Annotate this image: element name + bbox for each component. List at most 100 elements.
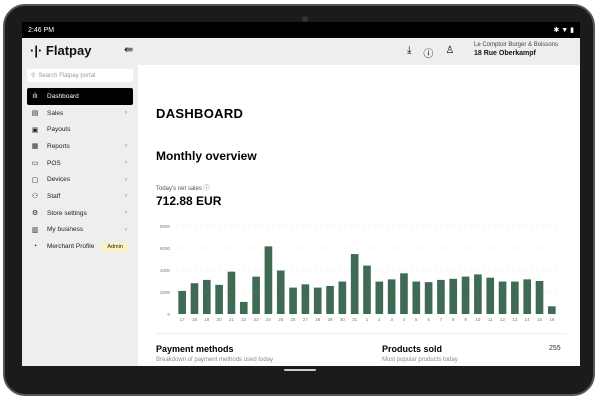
bar (424, 282, 433, 314)
bar (252, 276, 260, 314)
x-tick-label: 7 (440, 317, 443, 322)
x-tick-label: 2 (378, 317, 381, 322)
bar (548, 306, 556, 314)
camera (302, 16, 308, 22)
x-tick-label: 30 (340, 317, 346, 322)
x-tick-label: 6 (427, 317, 430, 322)
sidebar-item-merchant-profile[interactable]: ◔ Merchant Profile Admin (27, 238, 133, 255)
x-tick-label: 27 (303, 317, 309, 322)
bar (313, 287, 322, 314)
bar (474, 274, 482, 314)
screen: 2:46 PM ✱ ▼ ▮ ·|· Flatpay ⇚ ⤓ ⓘ ♙ Le Com… (22, 22, 580, 366)
sidebar-item-label: My business (47, 226, 84, 234)
x-tick-label: 8 (452, 317, 455, 322)
products-sold-count: 255 (549, 345, 561, 352)
bar (437, 279, 445, 314)
bar-chart-icon: ılı (32, 92, 38, 100)
bar (498, 281, 507, 314)
x-tick-label: 12 (500, 317, 506, 322)
bar (461, 276, 470, 314)
net-sales-label: Today's net sales ⓘ (156, 186, 210, 192)
sidebar-item-devices[interactable]: ▢ Devices › (27, 171, 133, 188)
bar (523, 279, 532, 314)
y-tick-label: 2000 (160, 290, 171, 295)
products-sold-heading: Products sold (382, 344, 443, 354)
sidebar-item-reports[interactable]: ▦ Reports › (27, 138, 133, 155)
bar (301, 284, 310, 314)
home-indicator[interactable] (284, 369, 316, 371)
store-name: Le Comptoir Burger & Boissons (474, 42, 559, 48)
sidebar-item-label: Devices (47, 176, 71, 184)
bar (350, 254, 359, 314)
sidebar-item-dashboard[interactable]: ılı Dashboard (27, 88, 133, 105)
cash-icon: ▣ (31, 126, 39, 134)
report-icon: ▦ (31, 143, 39, 151)
bar (178, 290, 186, 314)
bar (276, 270, 285, 314)
sidebar-item-label: Dashboard (47, 92, 79, 100)
store-address: 18 Rue Oberkampf (474, 50, 536, 57)
x-tick-label: 19 (204, 317, 210, 322)
sidebar-item-store-settings[interactable]: ⚙ Store settings › (27, 205, 133, 222)
x-tick-label: 13 (512, 317, 518, 322)
chevron-right-icon: › (125, 143, 127, 150)
x-tick-label: 11 (488, 317, 493, 322)
store-icon: ▥ (31, 226, 39, 234)
bar (412, 281, 421, 314)
sidebar-item-staff[interactable]: ⚇ Staff › (27, 188, 133, 205)
page-title: DASHBOARD (156, 106, 244, 121)
sidebar-item-label: POS (47, 159, 61, 167)
status-icons: ✱ ▼ ▮ (553, 27, 574, 34)
admin-badge: Admin (102, 242, 128, 251)
x-tick-label: 17 (180, 317, 186, 322)
divider (156, 333, 566, 334)
sidebar-item-label: Reports (47, 142, 70, 150)
bar (264, 246, 273, 314)
chevron-right-icon: › (125, 226, 127, 233)
x-tick-label: 18 (192, 317, 198, 322)
receipt-icon: ▤ (31, 110, 39, 118)
user-icon[interactable]: ♙ (445, 45, 455, 56)
monitor-icon: ▭ (31, 160, 39, 168)
y-tick-label: 8000 (160, 224, 171, 229)
payment-methods-heading: Payment methods (156, 344, 234, 354)
bar (202, 279, 211, 314)
app-header: ·|· Flatpay ⇚ ⤓ ⓘ ♙ Le Comptoir Burger &… (22, 38, 580, 65)
x-tick-label: 29 (328, 317, 334, 322)
bar (190, 283, 199, 314)
x-tick-label: 21 (229, 317, 235, 322)
logo[interactable]: ·|· Flatpay (30, 43, 92, 58)
bar (449, 278, 458, 314)
y-tick-label: 4000 (160, 268, 171, 273)
bar (511, 281, 519, 314)
x-tick-label: 24 (266, 317, 272, 322)
main-content: DASHBOARD Monthly overview Today's net s… (138, 65, 580, 366)
download-icon[interactable]: ⤓ (407, 45, 412, 56)
store-selector[interactable]: Le Comptoir Burger & Boissons 18 Rue Obe… (474, 42, 558, 57)
sidebar-item-label: Merchant Profile (47, 243, 95, 251)
sidebar-item-pos[interactable]: ▭ POS › (27, 155, 133, 172)
y-tick-label: 0 (167, 312, 170, 317)
x-tick-label: 1 (366, 317, 369, 322)
search-input[interactable]: ⚲ Search Flatpay portal (27, 69, 133, 82)
help-icon[interactable]: ⓘ (423, 49, 434, 60)
people-icon: ⚇ (31, 193, 39, 201)
x-tick-label: 10 (475, 317, 481, 322)
x-tick-label: 26 (291, 317, 297, 322)
x-tick-label: 3 (390, 317, 393, 322)
x-tick-label: 16 (549, 317, 555, 322)
sidebar-item-payouts[interactable]: ▣ Payouts (27, 121, 133, 138)
x-tick-label: 23 (254, 317, 260, 322)
chevron-right-icon: › (125, 193, 127, 200)
sidebar-item-label: Sales (47, 109, 64, 117)
chevron-right-icon: › (125, 110, 127, 117)
overview-heading: Monthly overview (156, 149, 257, 163)
sidebar-item-sales[interactable]: ▤ Sales › (27, 105, 133, 122)
collapse-sidebar-icon[interactable]: ⇚ (124, 44, 134, 56)
search-icon: ⚲ (31, 73, 36, 79)
sidebar-item-label: Payouts (47, 126, 71, 134)
x-tick-label: 20 (217, 317, 223, 322)
bar (215, 284, 223, 314)
sidebar-item-my-business[interactable]: ▥ My business › (27, 222, 133, 239)
